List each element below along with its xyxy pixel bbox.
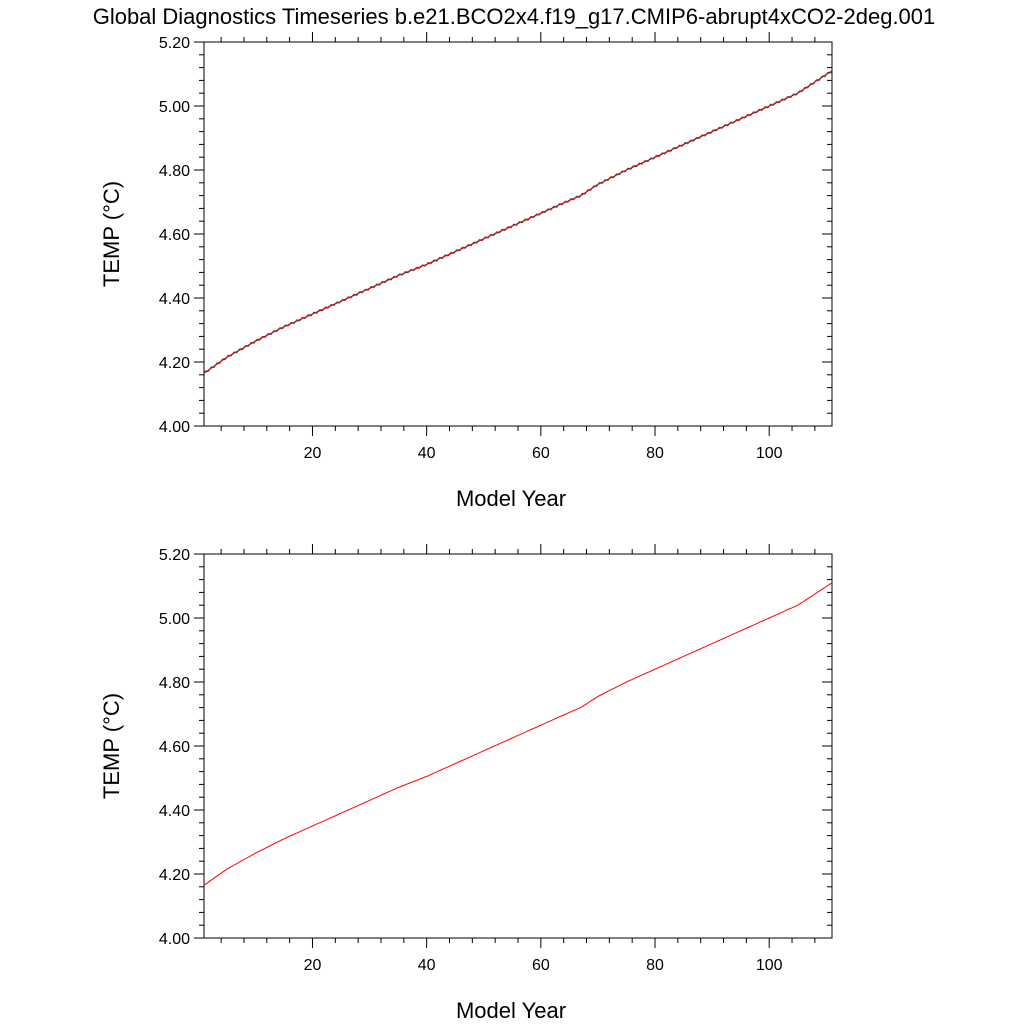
y-tick-labels: 4.00 4.20 4.40 4.60 4.80 5.00 5.20 — [159, 547, 190, 948]
minor-ticks — [199, 549, 832, 943]
y-tick-label: 4.00 — [159, 419, 190, 436]
x-tick-labels: 20 40 60 80 100 — [304, 957, 783, 974]
y-tick-label: 4.80 — [159, 163, 190, 180]
x-tick-label: 80 — [646, 957, 664, 974]
y-tick-label: 4.40 — [159, 291, 190, 308]
series-layer — [203, 582, 833, 886]
x-tick-label: 40 — [418, 957, 436, 974]
y-tick-label: 4.60 — [159, 739, 190, 756]
y-tick-label: 4.20 — [159, 355, 190, 372]
x-tick-label: 40 — [418, 445, 436, 462]
major-ticks — [194, 544, 832, 948]
x-tick-label: 20 — [304, 957, 322, 974]
y-tick-label: 4.20 — [159, 867, 190, 884]
y-axis-label: TEMP (°C) — [99, 693, 124, 799]
x-tick-label: 60 — [532, 445, 550, 462]
x-tick-label: 100 — [756, 957, 783, 974]
x-tick-labels: 20 40 60 80 100 — [304, 445, 783, 462]
x-axis-label: Model Year — [456, 486, 566, 511]
panel-bottom: 20 40 60 80 100 4.00 4.20 4.40 4.60 4.80 5.00 5.20… — [99, 544, 833, 1023]
plot-frame — [203, 41, 833, 427]
x-tick-label: 20 — [304, 445, 322, 462]
minor-ticks — [199, 37, 832, 431]
x-axis-label: Model Year — [456, 998, 566, 1023]
y-tick-labels: 4.00 4.20 4.40 4.60 4.80 5.00 5.20 — [159, 35, 190, 436]
series-line-annual — [203, 582, 833, 886]
y-tick-label: 5.00 — [159, 99, 190, 116]
figure-title: Global Diagnostics Timeseries b.e21.BCO2… — [93, 4, 936, 29]
series-line-annual — [203, 70, 833, 374]
y-tick-label: 4.40 — [159, 803, 190, 820]
major-ticks — [194, 32, 832, 436]
y-tick-label: 5.00 — [159, 611, 190, 628]
y-axis-label: TEMP (°C) — [99, 181, 124, 287]
panel-top: 20 40 60 80 100 4.00 4.20 4.40 4.60 4.80 5.00 5.20… — [99, 32, 833, 511]
y-tick-label: 5.20 — [159, 35, 190, 52]
y-tick-label: 4.00 — [159, 931, 190, 948]
y-tick-label: 4.80 — [159, 675, 190, 692]
y-tick-label: 4.60 — [159, 227, 190, 244]
plot-frame — [203, 553, 833, 939]
series-layer — [203, 70, 833, 374]
x-tick-label: 100 — [756, 445, 783, 462]
series-line-monthly — [203, 70, 833, 374]
y-tick-label: 5.20 — [159, 547, 190, 564]
x-tick-label: 60 — [532, 957, 550, 974]
x-tick-label: 80 — [646, 445, 664, 462]
